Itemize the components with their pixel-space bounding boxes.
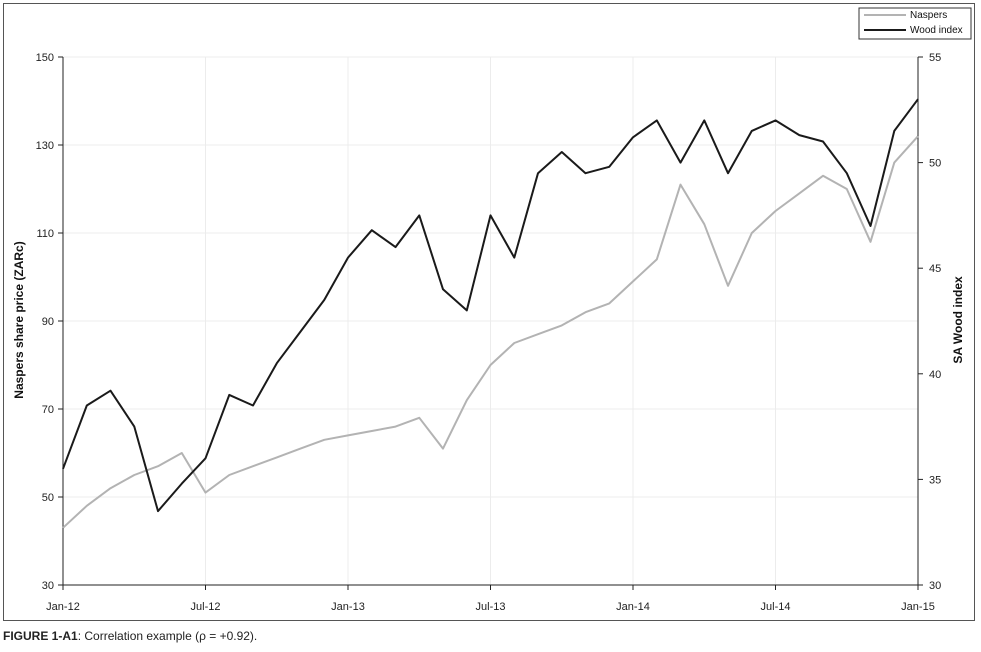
y-tick-label: 50 (42, 492, 54, 504)
legend: Naspers Wood index (858, 7, 972, 40)
figure-caption-label: FIGURE 1-A1 (3, 629, 78, 643)
x-ticks: Jan-12 Jul-12 Jan-13 Jul-13 Jan-14 Jul-14 Jan-… (46, 585, 935, 613)
x-tick-label: Jul-13 (476, 601, 506, 613)
x-tick-label: Jul-12 (191, 601, 221, 613)
x-tick-label: Jan-13 (331, 601, 365, 613)
y2-tick-label: 50 (929, 158, 941, 170)
legend-label-naspers: Naspers (910, 10, 947, 21)
legend-box (858, 7, 972, 40)
legend-label-wood-index: Wood index (910, 25, 963, 36)
y2-tick-label: 35 (929, 474, 941, 486)
y2-tick-label: 40 (929, 369, 941, 381)
grid-lines (63, 56, 918, 585)
y-axis-label-right: SA Wood index (951, 276, 965, 364)
x-tick-label: Jul-14 (761, 601, 791, 613)
series-lines (62, 98, 919, 529)
y-ticks-right: 30 35 40 45 50 55 (918, 52, 941, 592)
y-tick-label: 150 (36, 52, 54, 64)
y-ticks-left: 30 50 70 90 110 130 150 (36, 52, 63, 592)
y-axis-label-left: Naspers share price (ZARc) (12, 241, 26, 398)
chart-frame (3, 3, 975, 621)
y-tick-label: 90 (42, 316, 54, 328)
figure-caption: FIGURE 1-A1: Correlation example (ρ = +0… (3, 629, 257, 643)
y-tick-label: 110 (36, 228, 54, 240)
y-tick-label: 130 (36, 140, 54, 152)
y2-tick-label: 45 (929, 263, 941, 275)
y2-tick-label: 55 (929, 52, 941, 64)
x-tick-label: Jan-12 (46, 601, 80, 613)
series-line-naspers (62, 135, 919, 529)
y2-tick-label: 30 (929, 580, 941, 592)
series-line-wood-index (62, 98, 919, 513)
figure-caption-text: : Correlation example (ρ = +0.92). (77, 629, 258, 643)
y-tick-label: 30 (42, 580, 54, 592)
x-tick-label: Jan-15 (901, 601, 935, 613)
y-tick-label: 70 (42, 404, 54, 416)
x-tick-label: Jan-14 (616, 601, 650, 613)
dual-axis-line-chart: Jan-12 Jul-12 Jan-13 Jul-13 Jan-14 Jul-14 Jan-… (12, 7, 972, 613)
